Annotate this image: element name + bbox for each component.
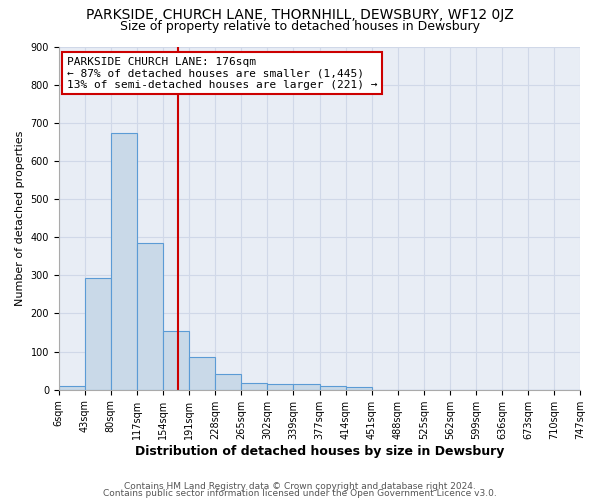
Y-axis label: Number of detached properties: Number of detached properties xyxy=(15,130,25,306)
Bar xyxy=(111,134,137,390)
Bar xyxy=(137,243,163,390)
Bar xyxy=(215,374,241,390)
Text: Contains HM Land Registry data © Crown copyright and database right 2024.: Contains HM Land Registry data © Crown c… xyxy=(124,482,476,491)
Text: PARKSIDE CHURCH LANE: 176sqm
← 87% of detached houses are smaller (1,445)
13% of: PARKSIDE CHURCH LANE: 176sqm ← 87% of de… xyxy=(67,57,377,90)
X-axis label: Distribution of detached houses by size in Dewsbury: Distribution of detached houses by size … xyxy=(135,444,504,458)
Text: Size of property relative to detached houses in Dewsbury: Size of property relative to detached ho… xyxy=(120,20,480,33)
Bar xyxy=(85,278,111,390)
Bar xyxy=(163,332,189,390)
Bar xyxy=(189,358,215,390)
Bar xyxy=(320,386,346,390)
Text: Contains public sector information licensed under the Open Government Licence v3: Contains public sector information licen… xyxy=(103,488,497,498)
Bar xyxy=(241,383,267,390)
Bar xyxy=(267,384,293,390)
Bar xyxy=(59,386,85,390)
Text: PARKSIDE, CHURCH LANE, THORNHILL, DEWSBURY, WF12 0JZ: PARKSIDE, CHURCH LANE, THORNHILL, DEWSBU… xyxy=(86,8,514,22)
Bar xyxy=(293,384,320,390)
Bar xyxy=(346,386,372,390)
